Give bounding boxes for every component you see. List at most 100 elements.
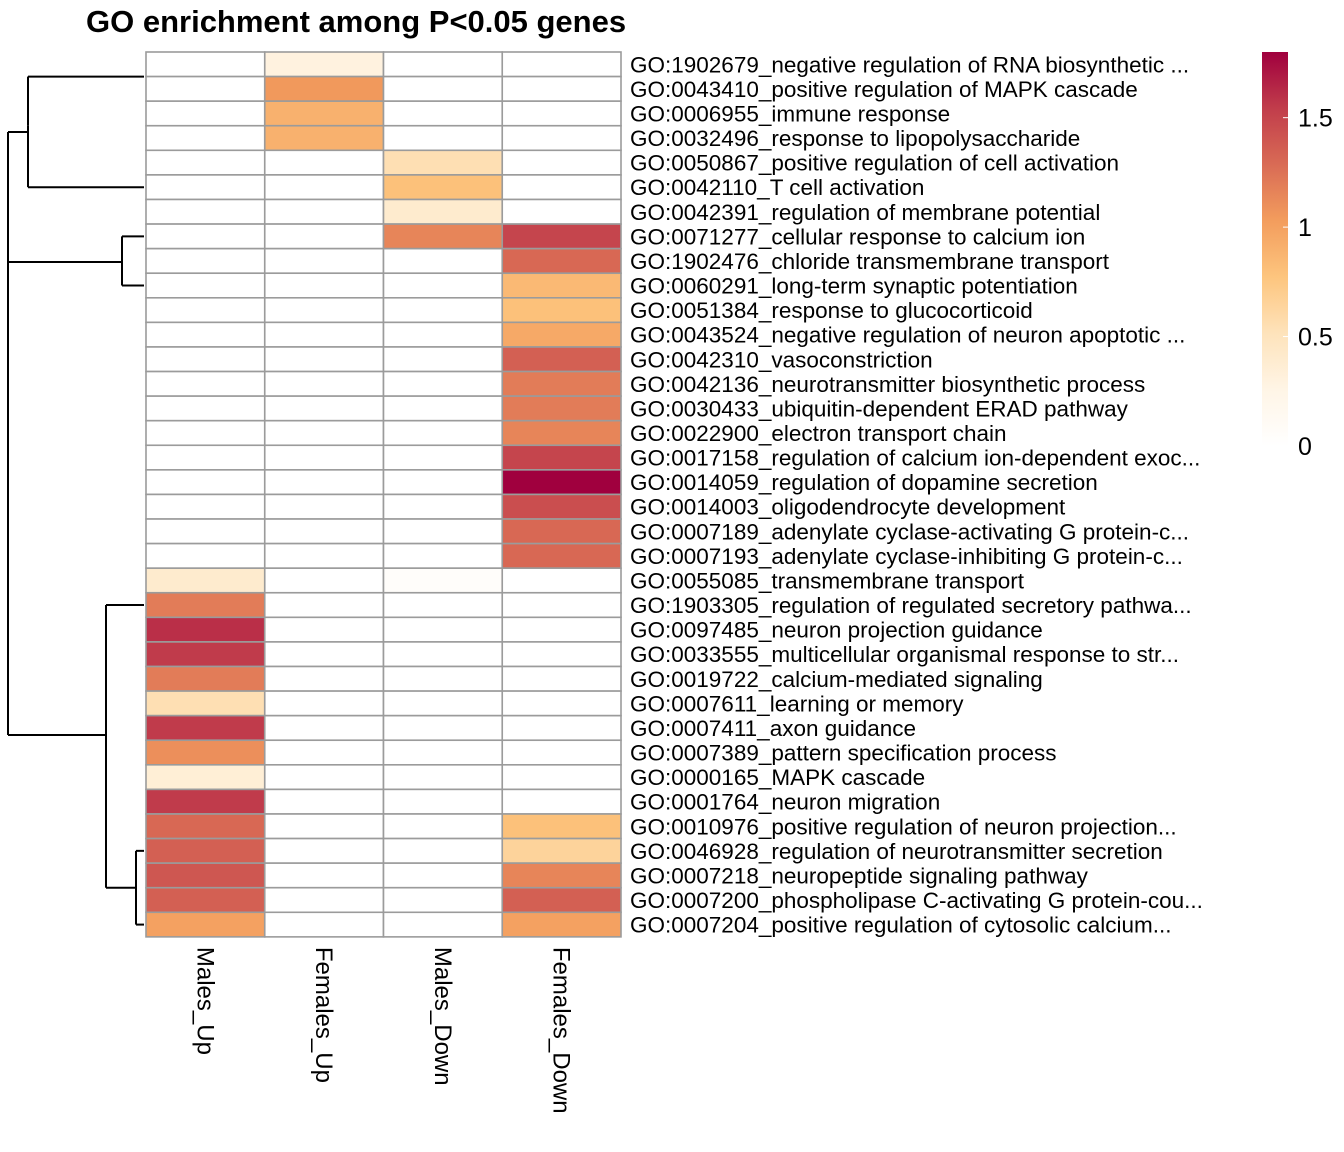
- heatmap-cell: [263, 51, 385, 78]
- heatmap-cell: [382, 616, 504, 643]
- heatmap-cell: [382, 419, 504, 447]
- row-label: GO:0043524_negative regulation of neuron…: [630, 323, 1185, 348]
- heatmap-cell: [382, 886, 504, 914]
- heatmap-cell: [501, 395, 622, 422]
- heatmap-cell: [501, 764, 622, 791]
- heatmap-cell: [145, 419, 266, 447]
- row-label: GO:0055085_transmembrane transport: [630, 568, 1025, 593]
- heatmap-cell: [145, 469, 266, 496]
- heatmap-cell: [382, 75, 504, 102]
- heatmap-cell: [263, 739, 385, 766]
- column-label: Males_Down: [429, 947, 456, 1086]
- heatmap-cell: [501, 665, 622, 692]
- heatmap-cell: [263, 911, 385, 938]
- column-label: Females_Down: [548, 947, 575, 1114]
- heatmap-cell: [263, 542, 385, 569]
- heatmap-cell: [501, 493, 622, 520]
- heatmap-cell: [382, 370, 504, 397]
- heatmap-cell: [382, 764, 504, 791]
- row-dendrogram: [7, 75, 144, 926]
- heatmap-cell: [501, 198, 622, 225]
- heatmap-cell: [145, 739, 266, 766]
- heatmap-cell: [382, 296, 504, 324]
- heatmap-cell: [382, 223, 504, 250]
- heatmap-cell: [145, 272, 266, 299]
- heatmap-cell: [145, 641, 266, 668]
- heatmap-cell: [382, 837, 504, 864]
- row-label: GO:0007389_pattern specification process: [630, 741, 1057, 766]
- row-label: GO:0017158_regulation of calcium ion-dep…: [630, 446, 1200, 471]
- heatmap-cell: [382, 444, 504, 471]
- heatmap-cell: [145, 395, 266, 422]
- row-label: GO:0019722_calcium-mediated signaling: [630, 667, 1043, 692]
- row-label: GO:0043410_positive regulation of MAPK c…: [630, 77, 1138, 102]
- heatmap-cell: [145, 714, 266, 742]
- heatmap-cell: [263, 124, 385, 152]
- heatmap-cell: [263, 296, 385, 324]
- heatmap-cell: [382, 198, 504, 225]
- row-label: GO:0046928_regulation of neurotransmitte…: [630, 839, 1163, 864]
- heatmap-cell: [501, 346, 622, 373]
- heatmap-cell: [501, 518, 622, 545]
- heatmap-cell: [501, 813, 622, 840]
- heatmap-cell: [382, 862, 504, 889]
- heatmap-cell: [501, 272, 622, 299]
- heatmap-cell: [263, 100, 385, 127]
- heatmap-cell: [382, 493, 504, 520]
- heatmap-cell: [382, 690, 504, 717]
- column-labels: Males_Up Females_Up Males_Down Females_Down: [191, 947, 574, 1114]
- legend-color-bar: [1262, 52, 1288, 446]
- heatmap-cell: [263, 813, 385, 840]
- heatmap-cell: [145, 444, 266, 471]
- heatmap-cell: [263, 764, 385, 791]
- heatmap-cell: [501, 149, 622, 176]
- heatmap-cell: [382, 591, 504, 619]
- heatmap-cell: [263, 75, 385, 102]
- heatmap-cell: [501, 444, 622, 471]
- heatmap-cell: [382, 813, 504, 840]
- heatmap-cell: [145, 690, 266, 717]
- row-label: GO:0007611_learning or memory: [630, 691, 964, 716]
- heatmap-cell: [145, 518, 266, 545]
- row-label: GO:0042110_T cell activation: [630, 175, 924, 200]
- heatmap-cell: [382, 714, 504, 742]
- heatmap-cell: [382, 395, 504, 422]
- heatmap-cell: [382, 788, 504, 815]
- heatmap-cell: [382, 542, 504, 569]
- heatmap-cell: [382, 247, 504, 275]
- heatmap-cell: [263, 714, 385, 742]
- heatmap-cell: [263, 641, 385, 668]
- heatmap-cell: [145, 862, 266, 889]
- heatmap-cell: [145, 321, 266, 348]
- heatmap-cell: [263, 370, 385, 397]
- row-label: GO:0033555_multicellular organismal resp…: [630, 642, 1179, 667]
- heatmap-cell: [501, 911, 622, 938]
- heatmap-cell: [145, 124, 266, 152]
- heatmap-cell: [263, 272, 385, 299]
- row-label: GO:0007189_adenylate cyclase-activating …: [630, 519, 1189, 544]
- heatmap-cell: [145, 665, 266, 692]
- row-label: GO:0022900_electron transport chain: [630, 421, 1007, 446]
- heatmap-cell: [263, 419, 385, 447]
- heatmap-cell: [382, 272, 504, 299]
- heatmap-cell: [263, 247, 385, 275]
- heatmap-cell: [501, 714, 622, 742]
- heatmap-cell: [145, 100, 266, 127]
- row-label: GO:0097485_neuron projection guidance: [630, 618, 1043, 643]
- heatmap-cell: [145, 51, 266, 78]
- heatmap-cell: [145, 764, 266, 791]
- heatmap-cell: [382, 469, 504, 496]
- heatmap-cell: [501, 174, 622, 201]
- heatmap-cell: [263, 690, 385, 717]
- heatmap-cell: [263, 321, 385, 348]
- heatmap-cell: [501, 616, 622, 643]
- heatmap-cell: [501, 862, 622, 889]
- heatmap-cell: [501, 296, 622, 324]
- heatmap-cell: [501, 223, 622, 250]
- heatmap-cell: [501, 469, 622, 496]
- row-label: GO:0030433_ubiquitin-dependent ERAD path…: [630, 396, 1129, 421]
- heatmap-cell: [382, 739, 504, 766]
- heatmap-cell: [263, 149, 385, 176]
- heatmap-cell: [145, 567, 266, 594]
